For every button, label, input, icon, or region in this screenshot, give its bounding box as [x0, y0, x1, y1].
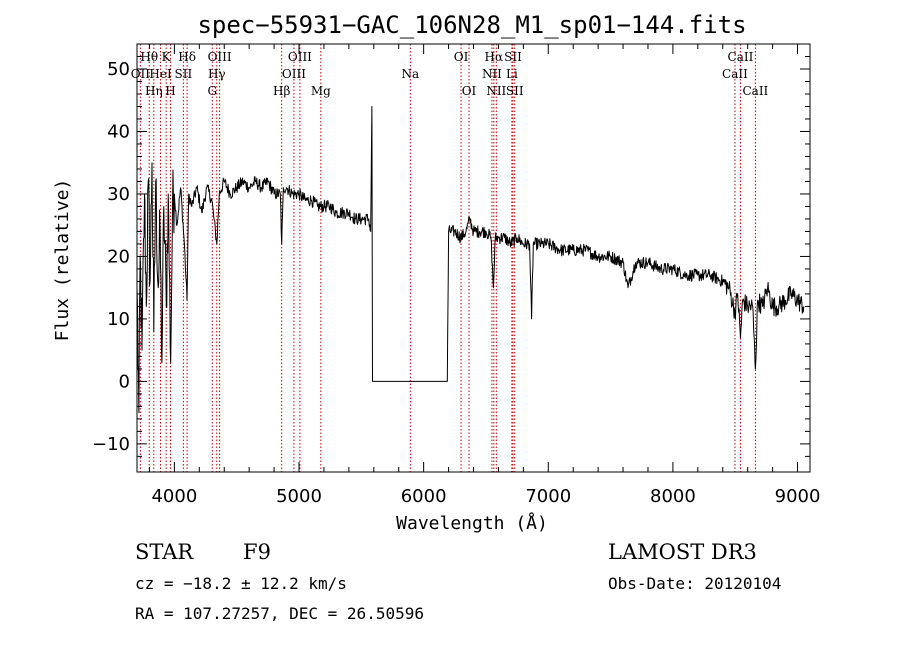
line-marker-label: Hδ: [178, 50, 196, 64]
line-marker-label: SII: [504, 50, 522, 64]
line-marker-label: HeI: [149, 67, 172, 81]
line-marker-label: Mg: [311, 84, 331, 98]
line-marker-label: SII: [506, 84, 524, 98]
y-axis-ticks: −10 0 10 20 30 40 50: [92, 55, 810, 457]
survey-name: LAMOST DR3: [608, 540, 757, 564]
x-axis-label: Wavelength (Å): [396, 512, 548, 534]
line-marker-label: Hα: [485, 50, 504, 64]
line-marker-label: Na: [401, 67, 419, 81]
y-tick-label: 0: [119, 371, 130, 392]
y-axis-label: Flux (relative): [52, 179, 73, 342]
y-tick-label: 30: [107, 184, 130, 205]
line-marker-label: K: [162, 50, 172, 64]
line-marker-label: Hβ: [273, 84, 290, 98]
line-marker-label: OI: [454, 50, 469, 64]
plot-frame: [136, 43, 811, 473]
y-tick-label: 40: [107, 121, 130, 142]
line-marker-label: CaII: [742, 84, 768, 98]
line-marker-label: Hγ: [208, 67, 226, 81]
y-tick-label: −10: [92, 434, 130, 455]
x-tick-label: 7000: [525, 486, 571, 507]
line-marker-label: CaII: [722, 67, 748, 81]
coordinates: RA = 107.27257, DEC = 26.50596: [135, 604, 424, 623]
line-marker-label: OIII: [282, 67, 306, 81]
line-marker-label: SII: [175, 67, 193, 81]
x-tick-label: 6000: [401, 486, 447, 507]
x-tick-label: 8000: [650, 486, 696, 507]
x-tick-label: 9000: [775, 486, 821, 507]
line-marker-label: OIII: [288, 50, 312, 64]
line-marker-label: Hθ: [140, 50, 158, 64]
line-marker-label: CaII: [728, 50, 754, 64]
x-tick-label: 4000: [151, 486, 197, 507]
line-marker-label: NII: [482, 67, 502, 81]
line-marker-label: OII: [131, 67, 151, 81]
redshift-cz: cz = −18.2 ± 12.2 km/s: [135, 574, 347, 593]
y-tick-label: 10: [107, 309, 130, 330]
flux-line: [136, 106, 805, 414]
line-marker-label: OI: [462, 84, 477, 98]
y-tick-label: 50: [107, 59, 130, 80]
line-marker-label: G: [207, 84, 217, 98]
x-tick-label: 5000: [276, 486, 322, 507]
obs-date: Obs-Date: 20120104: [608, 574, 781, 593]
object-class: STAR: [135, 540, 194, 564]
line-marker-label: OIII: [208, 50, 232, 64]
x-axis-ticks: 4000 5000 6000 7000 8000 9000: [148, 44, 821, 507]
line-markers: [139, 44, 756, 472]
chart-title: spec−55931−GAC_106N28_M1_sp01−144.fits: [197, 11, 746, 39]
line-marker-label: NII: [486, 84, 506, 98]
line-marker-label: Li: [506, 67, 518, 81]
line-marker-label: H: [165, 84, 175, 98]
line-marker-label: Hη: [145, 84, 163, 98]
y-tick-label: 20: [107, 246, 130, 267]
line-marker-labels: OIIHθHηHeIKHSIIHδGHγOIIIHβOIIIOIIIMgNaOI…: [131, 50, 769, 98]
subclass: F9: [243, 540, 271, 564]
flux-series: [136, 106, 805, 414]
